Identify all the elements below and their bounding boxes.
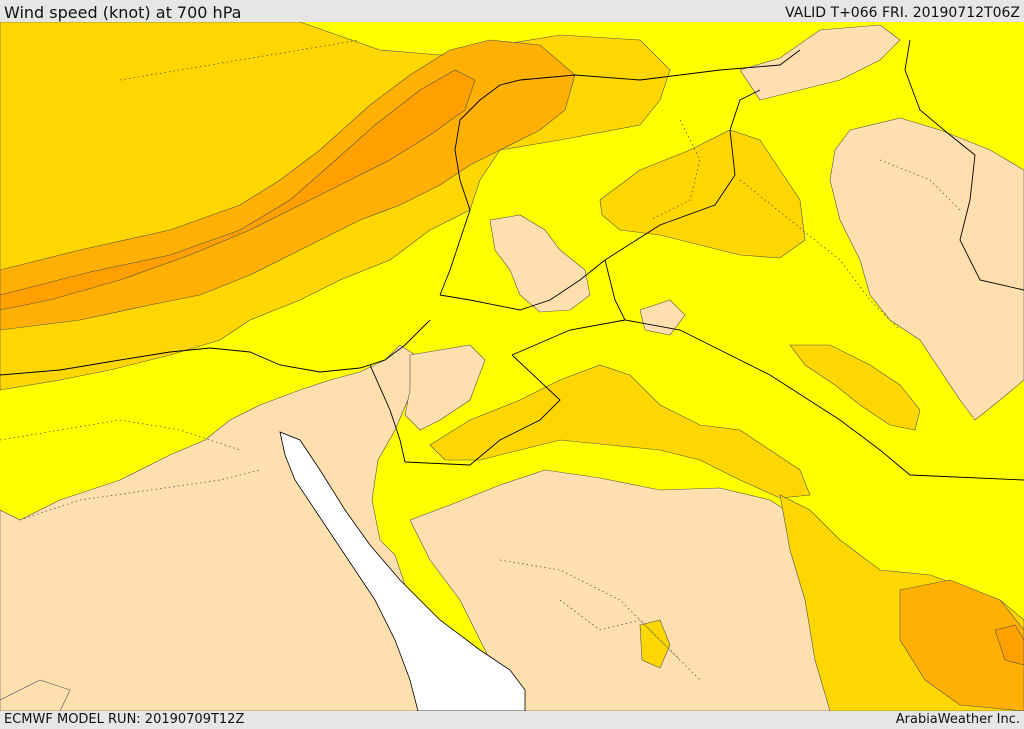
borders — [0, 39, 1024, 481]
model-run: ECMWF MODEL RUN: 20190709T12Z — [4, 712, 245, 727]
wind-speed-map — [0, 22, 1024, 711]
red-sea — [279, 431, 526, 711]
map-footer: ECMWF MODEL RUN: 20190709T12Z ArabiaWeat… — [0, 711, 1024, 729]
lowest-wind-regions — [0, 24, 1024, 711]
higher-wind-regions — [0, 69, 1024, 666]
map-header: Wind speed (knot) at 700 hPa VALID T+066… — [0, 0, 1024, 22]
admin-boundaries — [0, 39, 961, 681]
credit: ArabiaWeather Inc. — [895, 712, 1020, 727]
valid-time: VALID T+066 FRI. 20190712T06Z — [785, 5, 1020, 21]
map-title: Wind speed (knot) at 700 hPa — [4, 3, 242, 22]
